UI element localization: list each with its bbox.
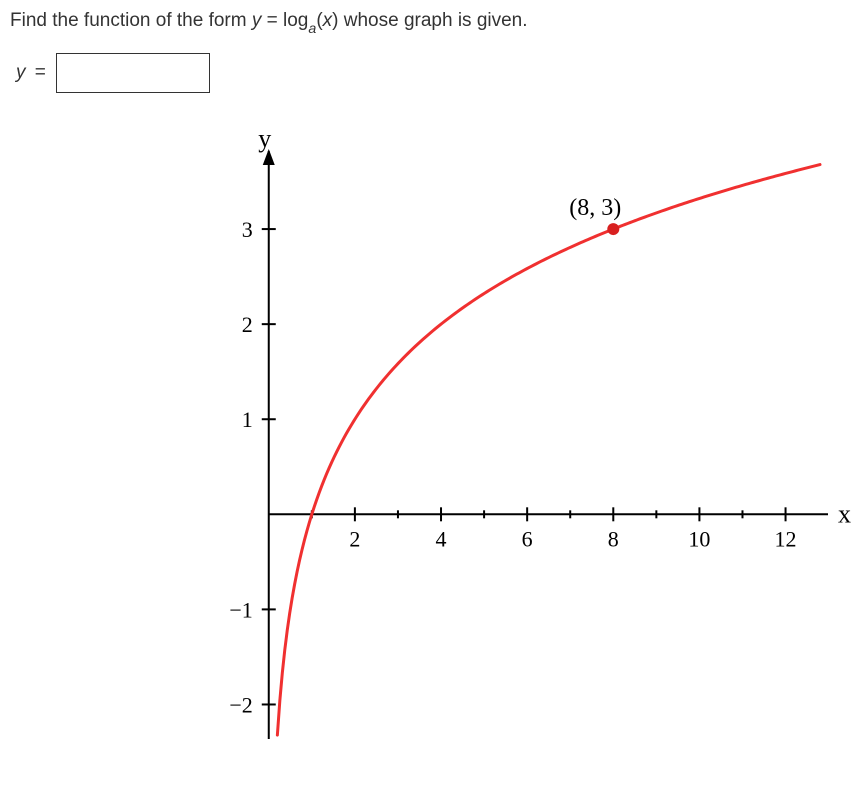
prompt-x: x <box>323 10 333 31</box>
prompt-eq: = log <box>261 10 308 31</box>
x-tick-label: 2 <box>349 526 360 551</box>
prompt-prefix: Find the function of the form <box>10 10 252 31</box>
x-tick-label: 8 <box>608 526 619 551</box>
y-tick-label: −1 <box>229 597 252 622</box>
log-graph: 24681012−2−1123yx(8, 3) <box>140 133 860 753</box>
highlight-point <box>607 223 619 235</box>
question-prompt: Find the function of the form y = loga(x… <box>10 10 864 35</box>
answer-row: y = <box>10 53 864 93</box>
y-tick-label: −2 <box>229 692 252 717</box>
prompt-y: y <box>252 10 262 31</box>
answer-label-y: y <box>16 62 26 83</box>
answer-label-eq: = <box>35 62 46 83</box>
y-axis-label: y <box>258 133 271 153</box>
x-tick-label: 6 <box>522 526 533 551</box>
y-tick-label: 3 <box>242 217 253 242</box>
answer-input[interactable] <box>56 53 210 93</box>
x-tick-label: 12 <box>775 526 797 551</box>
prompt-suffix: whose graph is given. <box>338 10 527 31</box>
x-axis-label: x <box>838 499 851 528</box>
prompt-sub: a <box>308 21 316 37</box>
chart-container: 24681012−2−1123yx(8, 3) <box>10 133 864 753</box>
x-tick-label: 10 <box>688 526 710 551</box>
y-tick-label: 2 <box>242 312 253 337</box>
highlight-point-label: (8, 3) <box>569 195 621 221</box>
x-tick-label: 4 <box>436 526 447 551</box>
y-tick-label: 1 <box>242 407 253 432</box>
answer-label: y = <box>16 62 46 84</box>
log-curve <box>277 164 820 734</box>
